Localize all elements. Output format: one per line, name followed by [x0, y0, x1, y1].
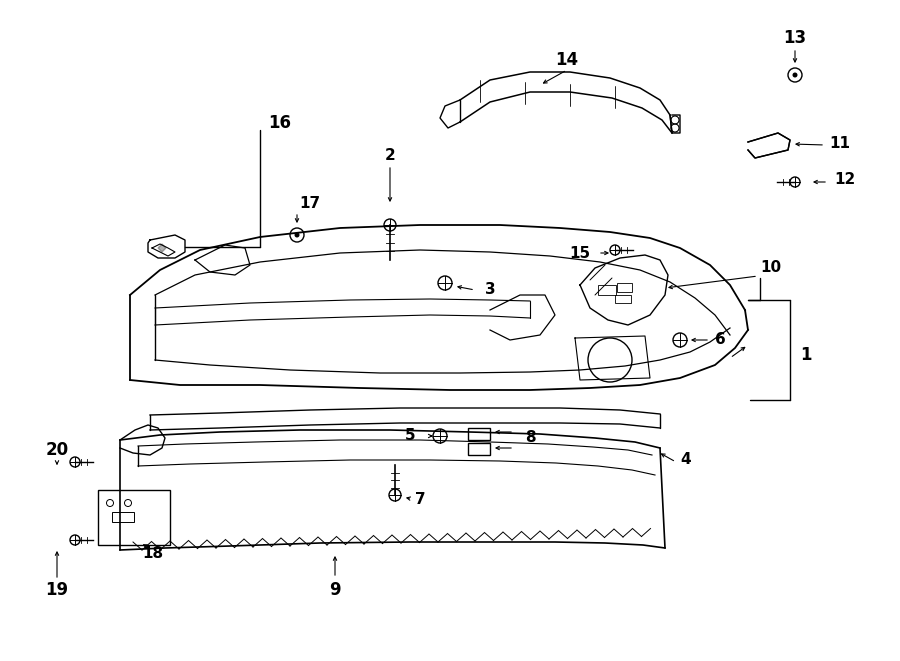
Text: 10: 10 — [760, 260, 781, 276]
Circle shape — [793, 73, 797, 77]
Text: 6: 6 — [715, 332, 725, 348]
Bar — [617, 283, 632, 292]
Text: 9: 9 — [329, 581, 341, 599]
Text: 20: 20 — [45, 441, 68, 459]
Bar — [112, 512, 134, 522]
Text: 2: 2 — [384, 147, 395, 163]
Text: 16: 16 — [268, 114, 292, 132]
Bar — [98, 490, 170, 545]
Text: 4: 4 — [680, 453, 690, 467]
Text: 12: 12 — [834, 173, 856, 188]
Text: 17: 17 — [300, 196, 320, 212]
Text: 8: 8 — [525, 430, 535, 446]
Text: 15: 15 — [569, 245, 590, 260]
Text: 5: 5 — [404, 428, 415, 444]
Text: 14: 14 — [555, 51, 579, 69]
Circle shape — [294, 233, 300, 237]
Text: 1: 1 — [800, 346, 812, 364]
Polygon shape — [158, 244, 166, 252]
Text: 3: 3 — [485, 282, 495, 297]
Polygon shape — [748, 133, 790, 158]
Bar — [468, 428, 490, 440]
Text: 7: 7 — [415, 492, 426, 508]
Text: 11: 11 — [830, 136, 850, 151]
Bar — [468, 443, 490, 455]
Bar — [615, 295, 631, 303]
Text: 19: 19 — [45, 581, 68, 599]
Text: 18: 18 — [142, 545, 164, 561]
Bar — [598, 285, 616, 295]
Text: 13: 13 — [783, 29, 806, 47]
